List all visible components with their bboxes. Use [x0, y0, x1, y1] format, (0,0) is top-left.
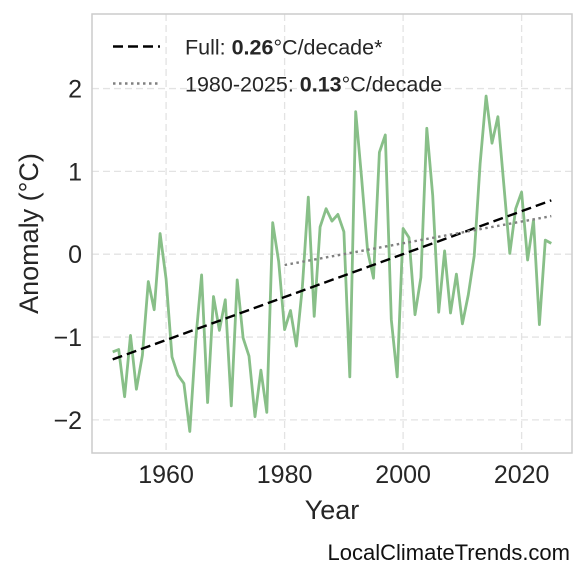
x-tick-label: 2020 [494, 461, 550, 489]
plot-area [112, 94, 552, 433]
x-tick-label: 2000 [375, 461, 431, 489]
x-tick-label: 1960 [138, 461, 194, 489]
legend: Full: 0.26°C/decade* 1980-2025: 0.13°C/de… [113, 36, 442, 97]
plot-frame [91, 13, 573, 454]
watermark-text: LocalClimateTrends.com [327, 540, 571, 565]
grid [92, 14, 572, 453]
legend-entry: Full: 0.26°C/decade* [185, 36, 383, 60]
y-tick-label: −1 [53, 324, 82, 352]
y-tick-label: 1 [68, 158, 82, 186]
y-tick-label: −2 [53, 407, 82, 435]
tick-labels: 1960 1980 2000 2020 2 1 0 −1 −2 [53, 76, 549, 489]
x-axis-label: Year [305, 495, 360, 525]
y-axis-label: Anomaly (°C) [14, 153, 44, 314]
legend-entry: 1980-2025: 0.13°C/decade [185, 73, 442, 97]
x-tick-label: 1980 [257, 461, 313, 489]
y-tick-label: 0 [68, 241, 82, 269]
trend-full-line [112, 199, 552, 361]
observed-line [112, 94, 552, 433]
y-tick-label: 2 [68, 76, 82, 104]
